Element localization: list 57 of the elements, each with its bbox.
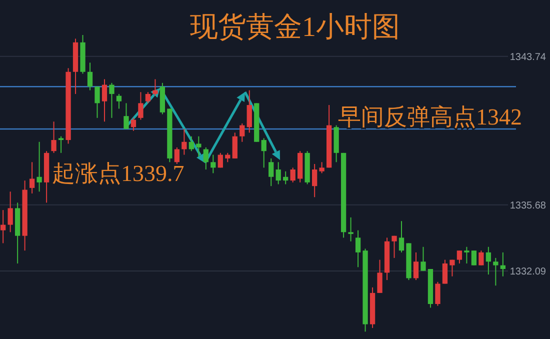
candlestick: [276, 162, 281, 185]
candlestick: [210, 154, 216, 174]
candlestick: [348, 216, 354, 242]
candlestick: [0, 210, 6, 244]
candlestick: [203, 146, 208, 170]
candlestick: [29, 162, 35, 194]
candlestick: [442, 259, 448, 284]
candlestick: [456, 250, 462, 264]
candlestick: [420, 246, 426, 272]
candlestick: [232, 132, 238, 159]
candlestick: [450, 259, 455, 277]
annotation: 起涨点1339.7: [52, 160, 184, 186]
candlestick: [486, 246, 492, 276]
candlestick: [464, 246, 470, 264]
candlestick: [246, 90, 252, 134]
candlestick: [130, 117, 136, 132]
candlestick: [188, 136, 194, 152]
y-tick-label: 1343.74: [510, 52, 546, 63]
chart-title: 现货黄金1小时图: [190, 12, 400, 43]
candlestick: [225, 152, 230, 163]
candlestick: [196, 136, 202, 158]
candlestick: [377, 259, 382, 294]
candlestick: [87, 62, 93, 91]
candlestick: [124, 102, 129, 130]
candlestick: [435, 281, 440, 306]
candlestick: [283, 170, 288, 185]
candlestick: [8, 191, 13, 233]
candlestick: [94, 86, 100, 118]
candlestick: [398, 220, 404, 253]
candlestick: [152, 78, 158, 96]
candlestick: [478, 250, 484, 266]
candlestick: [500, 252, 506, 277]
candlestick: [413, 252, 419, 281]
candlestick: [493, 257, 498, 286]
y-tick-label: 1332.09: [510, 266, 546, 278]
candlestick: [290, 167, 296, 183]
candlestick: [218, 152, 223, 168]
candlestick: [109, 82, 114, 118]
candlestick: [471, 250, 477, 266]
annotation: 早间反弹高点1342: [338, 104, 522, 130]
candlestick: [138, 92, 144, 120]
candlestick: [182, 128, 187, 156]
candlestick: [268, 158, 274, 187]
candlestick: [145, 92, 151, 104]
candlestick: [319, 162, 324, 174]
candlestick: [355, 230, 361, 268]
candlestick: [58, 136, 64, 154]
candlestick: [51, 121, 56, 154]
candlestick: [392, 235, 397, 258]
y-tick-label: 1335.68: [510, 200, 546, 212]
candlestick: [261, 138, 266, 168]
candlestick: [312, 163, 318, 198]
candlestick: [240, 122, 245, 142]
candlestick: [102, 78, 108, 122]
candlestick: [174, 146, 180, 164]
candlestick: [36, 141, 42, 192]
candlestick: [116, 93, 122, 110]
